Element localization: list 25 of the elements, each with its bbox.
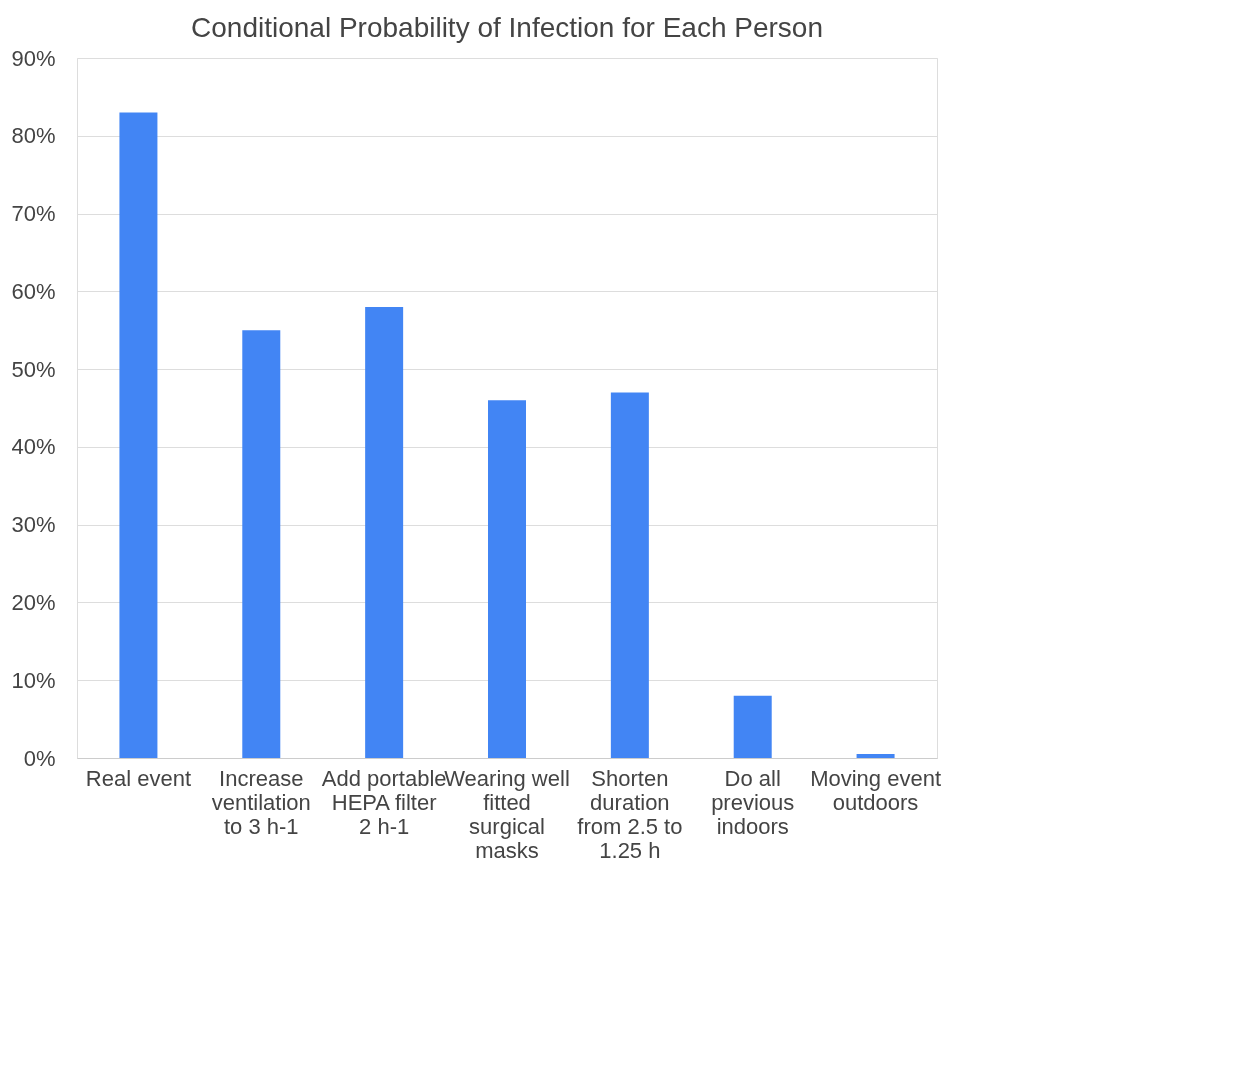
y-tick-label: 50% (11, 356, 56, 382)
x-tick-label: Increase ventilation to 3 h-1 (211, 765, 311, 839)
bar (856, 754, 895, 758)
x-tick-label: Moving event outdoors (810, 765, 941, 815)
y-tick-label: 40% (11, 434, 56, 460)
bar (242, 330, 281, 758)
chart-title: Conditional Probability of Infection for Each Person (191, 12, 823, 43)
bar (119, 112, 158, 758)
x-tick-label: Real event (85, 765, 192, 791)
y-tick-label: 10% (11, 667, 56, 693)
bar (610, 392, 649, 758)
y-tick-label: 30% (11, 512, 56, 538)
y-tick-label: 0% (23, 745, 56, 771)
y-tick-label: 70% (11, 201, 56, 227)
y-tick-label: 60% (11, 278, 56, 304)
bar (488, 400, 526, 758)
x-tick-label: Wearing well fitted surgical masks (444, 765, 570, 863)
y-tick-label: 80% (11, 123, 56, 149)
bar (733, 695, 772, 758)
x-tick-label: Shorten duration from 2.5 to 1.25 h (577, 765, 683, 863)
y-tick-label: 90% (11, 45, 56, 71)
x-tick-label: Do all previous indoors (711, 765, 795, 839)
x-tick-label: Add portable HEPA filter 2 h-1 (321, 765, 447, 839)
bar (365, 306, 404, 758)
y-tick-label: 20% (11, 589, 56, 615)
